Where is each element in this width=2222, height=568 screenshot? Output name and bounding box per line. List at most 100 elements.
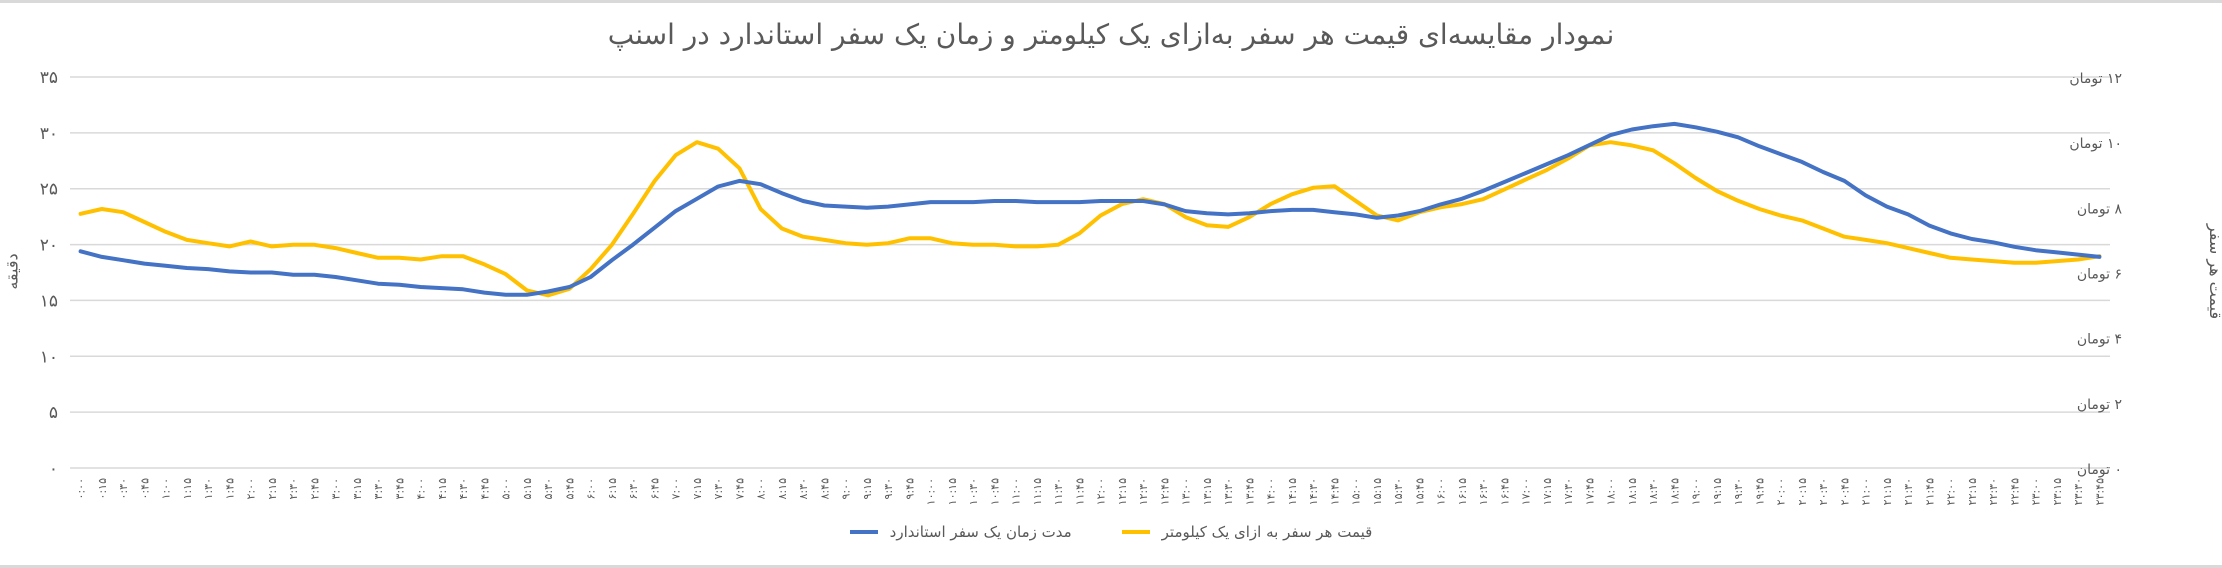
svg-text:۲۰:۳۰: ۲۰:۳۰ [1817,478,1830,505]
svg-text:۱۲:۴۵: ۱۲:۴۵ [1158,478,1171,505]
svg-text:۰:۳۰: ۰:۳۰ [117,478,130,499]
svg-text:۱۴:۰۰: ۱۴:۰۰ [1265,478,1278,505]
svg-text:۳:۱۵: ۳:۱۵ [351,478,364,500]
svg-text:۱۹:۳۰: ۱۹:۳۰ [1732,478,1745,505]
svg-text:۱۹:۱۵: ۱۹:۱۵ [1711,478,1724,505]
svg-text:۲۲:۴۵: ۲۲:۴۵ [2008,478,2021,505]
svg-text:۱۱:۰۰: ۱۱:۰۰ [1010,478,1023,505]
svg-text:۳:۰۰: ۳:۰۰ [330,478,343,499]
svg-text:۵:۱۵: ۵:۱۵ [521,478,534,500]
svg-text:۸:۱۵: ۸:۱۵ [776,478,789,500]
svg-text:۴:۳۰: ۴:۳۰ [457,478,470,499]
svg-text:۱۱:۴۵: ۱۱:۴۵ [1073,478,1086,505]
svg-text:۶:۰۰: ۶:۰۰ [585,478,598,499]
svg-text:۱۷:۰۰: ۱۷:۰۰ [1520,478,1533,505]
svg-text:۲۰:۱۵: ۲۰:۱۵ [1796,478,1809,505]
svg-text:۴:۴۵: ۴:۴۵ [478,478,491,500]
svg-text:۷:۰۰: ۷:۰۰ [670,478,683,499]
svg-text:۱۴:۴۵: ۱۴:۴۵ [1328,478,1341,505]
svg-text:۱:۴۵: ۱:۴۵ [223,478,236,500]
svg-text:۱۷:۳۰: ۱۷:۳۰ [1562,478,1575,505]
svg-text:۱۴:۳۰: ۱۴:۳۰ [1307,478,1320,505]
svg-text:۱۴:۱۵: ۱۴:۱۵ [1286,478,1299,505]
svg-text:۲ تومان: ۲ تومان [2077,397,2122,413]
svg-text:۲۰:۴۵: ۲۰:۴۵ [1838,478,1851,505]
chart-title: نمودار مقایسه‌ای قیمت هر سفر به‌ازای یک … [607,18,1615,51]
right-axis-title: قیمت هر سفر [2206,223,2222,320]
top-border [0,0,2222,3]
svg-text:۴:۰۰: ۴:۰۰ [415,478,428,499]
svg-text:۱۵:۴۵: ۱۵:۴۵ [1413,478,1426,505]
svg-text:۱:۳۰: ۱:۳۰ [202,478,215,499]
svg-text:۲۲:۱۵: ۲۲:۱۵ [1966,478,1979,505]
svg-text:۲۳:۳۰: ۲۳:۳۰ [2072,478,2085,505]
svg-text:۱۸:۴۵: ۱۸:۴۵ [1668,478,1681,505]
svg-text:۲۲:۰۰: ۲۲:۰۰ [1945,478,1958,505]
svg-text:۲۱:۱۵: ۲۱:۱۵ [1881,478,1894,505]
svg-text:۲:۰۰: ۲:۰۰ [245,478,258,499]
svg-text:۹:۳۰: ۹:۳۰ [882,478,895,499]
legend-label-price: قیمت هر سفر به ازای یک کیلومتر [1161,523,1373,541]
svg-text:۱۳:۴۵: ۱۳:۴۵ [1243,478,1256,505]
svg-text:۳:۳۰: ۳:۳۰ [372,478,385,499]
svg-text:۲۳:۰۰: ۲۳:۰۰ [2030,478,2043,505]
svg-text:۲۱:۳۰: ۲۱:۳۰ [1902,478,1915,505]
x-axis-ticks: ۰:۰۰ ۰:۱۵ ۰:۳۰ ۰:۴۵ ۱:۰۰ ۱:۱۵ ۱:۳۰ ۱:۴۵ ۲:۰۰ ۲:۱۵… [75,478,2107,505]
svg-text:۱۰ تومان: ۱۰ تومان [2069,136,2122,152]
svg-text:۰:۴۵: ۰:۴۵ [138,478,151,500]
left-axis-ticks: ۰ ۵ ۱۰ ۱۵ ۲۰ ۲۵ ۳۰ ۳۵ [40,68,58,479]
svg-text:۲۳:۱۵: ۲۳:۱۵ [2051,478,2064,505]
svg-text:۲:۳۰: ۲:۳۰ [287,478,300,499]
svg-text:۱۵:۱۵: ۱۵:۱۵ [1371,478,1384,505]
svg-text:۱۶:۳۰: ۱۶:۳۰ [1477,478,1490,505]
svg-text:۴ تومان: ۴ تومان [2077,332,2122,348]
svg-text:۱۸:۱۵: ۱۸:۱۵ [1626,478,1639,505]
svg-text:۳۵: ۳۵ [40,68,58,88]
svg-text:۱۲:۰۰: ۱۲:۰۰ [1095,478,1108,505]
svg-text:۱۹:۴۵: ۱۹:۴۵ [1753,478,1766,505]
svg-text:۱۰:۳۰: ۱۰:۳۰ [967,478,980,505]
svg-text:۰:۱۵: ۰:۱۵ [96,478,109,500]
bottom-border [0,565,2222,568]
svg-text:۰: ۰ [49,459,58,479]
svg-text:۱۵: ۱۵ [40,291,58,311]
legend: قیمت هر سفر به ازای یک کیلومتر مدت زمان … [0,523,2222,541]
svg-text:۱:۱۵: ۱:۱۵ [181,478,194,500]
legend-item-time: مدت زمان یک سفر استاندارد [849,523,1072,541]
svg-text:۵:۰۰: ۵:۰۰ [500,478,513,499]
svg-text:۸:۰۰: ۸:۰۰ [755,478,768,499]
svg-text:۵:۳۰: ۵:۳۰ [542,478,555,499]
svg-text:۶:۳۰: ۶:۳۰ [627,478,640,499]
svg-text:۱۷:۱۵: ۱۷:۱۵ [1541,478,1554,505]
svg-text:۵:۴۵: ۵:۴۵ [563,478,576,500]
svg-text:۱۸:۰۰: ۱۸:۰۰ [1605,478,1618,505]
svg-text:۱۰:۱۵: ۱۰:۱۵ [946,478,959,505]
svg-text:۲۲:۳۰: ۲۲:۳۰ [1987,478,2000,505]
svg-text:۷:۳۰: ۷:۳۰ [712,478,725,499]
legend-label-time: مدت زمان یک سفر استاندارد [889,523,1072,541]
right-axis-ticks: ۰ تومان ۲ تومان ۴ تومان ۶ تومان ۸ تومان ۱۰ تو… [2069,71,2122,478]
svg-text:۱۹:۰۰: ۱۹:۰۰ [1690,478,1703,505]
svg-text:۱۳:۳۰: ۱۳:۳۰ [1222,478,1235,505]
left-axis-title: دقیقه [2,253,22,290]
svg-text:۱۰:۰۰: ۱۰:۰۰ [925,478,938,505]
svg-text:۸ تومان: ۸ تومان [2077,201,2123,217]
svg-text:۷:۴۵: ۷:۴۵ [733,478,746,500]
svg-text:۵: ۵ [49,403,58,423]
legend-item-price: قیمت هر سفر به ازای یک کیلومتر [1121,523,1373,541]
svg-text:۱۸:۳۰: ۱۸:۳۰ [1647,478,1660,505]
svg-text:۱۶:۴۵: ۱۶:۴۵ [1498,478,1511,505]
time-series-line [78,121,2102,297]
svg-text:۱۵:۳۰: ۱۵:۳۰ [1392,478,1405,505]
svg-text:۲۱:۰۰: ۲۱:۰۰ [1860,478,1873,505]
svg-text:۱۲ تومان: ۱۲ تومان [2069,71,2122,87]
svg-text:۱۱:۳۰: ۱۱:۳۰ [1052,478,1065,505]
svg-text:۶:۱۵: ۶:۱۵ [606,478,619,500]
svg-text:۸:۳۰: ۸:۳۰ [797,478,810,499]
svg-text:۱۵:۰۰: ۱۵:۰۰ [1350,478,1363,505]
svg-text:۱۳:۱۵: ۱۳:۱۵ [1201,478,1214,505]
legend-swatch-time [849,530,878,534]
svg-text:۲۳:۴۵: ۲۳:۴۵ [2093,478,2106,505]
svg-text:۰ تومان: ۰ تومان [2077,462,2122,478]
